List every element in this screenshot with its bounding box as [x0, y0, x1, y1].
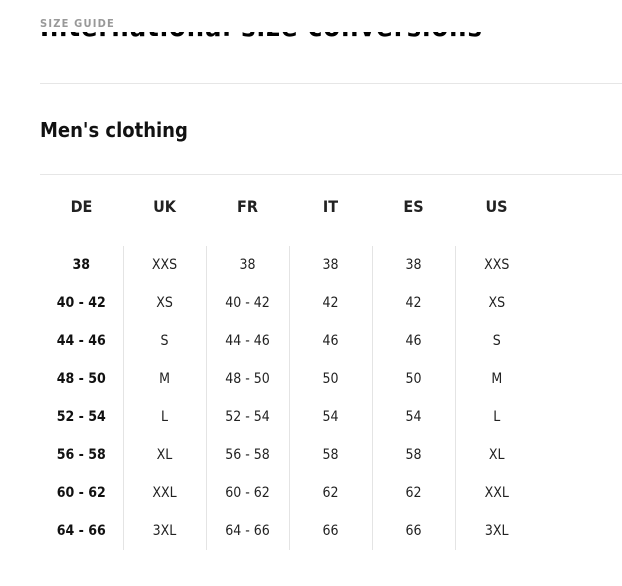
- cell-it: 42: [288, 284, 372, 322]
- column-header-uk: UK: [153, 196, 176, 216]
- cell-uk: XXS: [122, 246, 206, 284]
- cell-es: 62: [371, 474, 455, 512]
- cell-es: 38: [371, 246, 455, 284]
- cell-fr: 40 - 42: [205, 284, 289, 322]
- cell-de: 48 - 50: [56, 371, 106, 387]
- cell-es: 50: [371, 360, 455, 398]
- column-header-fr: FR: [237, 196, 258, 216]
- cell-uk: XXL: [122, 474, 206, 512]
- table-row: 44 - 46 S 44 - 46 46 46 S: [40, 322, 538, 360]
- cell-us: XXL: [454, 474, 538, 512]
- column-header-it: IT: [322, 196, 339, 216]
- cell-it: 50: [288, 360, 372, 398]
- cell-de: 64 - 66: [56, 523, 106, 539]
- table-row: 56 - 58 XL 56 - 58 58 58 XL: [40, 436, 538, 474]
- cell-us: XS: [454, 284, 538, 322]
- size-conversion-table: DE UK FR IT ES US 38 XXS 38 38 38 XXS 40 - 42 XS 40 -…: [40, 190, 538, 550]
- table-row: 60 - 62 XXL 60 - 62 62 62 XXL: [40, 474, 538, 512]
- cell-fr: 64 - 66: [205, 512, 289, 550]
- table-row: 40 - 42 XS 40 - 42 42 42 XS: [40, 284, 538, 322]
- cell-it: 54: [288, 398, 372, 436]
- cell-fr: 56 - 58: [205, 436, 289, 474]
- cell-uk: XS: [122, 284, 206, 322]
- column-header-de: DE: [70, 196, 93, 216]
- cell-it: 46: [288, 322, 372, 360]
- cell-us: L: [454, 398, 538, 436]
- cell-us: M: [454, 360, 538, 398]
- cell-fr: 60 - 62: [205, 474, 289, 512]
- cell-de: 40 - 42: [56, 295, 106, 311]
- cell-fr: 38: [205, 246, 289, 284]
- cell-de: 38: [72, 257, 91, 273]
- cell-de: 52 - 54: [56, 409, 106, 425]
- page-title-clipped: International size conversions: [40, 32, 500, 40]
- cell-fr: 44 - 46: [205, 322, 289, 360]
- column-header-us: US: [485, 196, 508, 216]
- table-row: 64 - 66 3XL 64 - 66 66 66 3XL: [40, 512, 538, 550]
- cell-us: 3XL: [454, 512, 538, 550]
- divider: [40, 83, 622, 84]
- cell-it: 66: [288, 512, 372, 550]
- column-header-es: ES: [403, 196, 424, 216]
- cell-de: 60 - 62: [56, 485, 106, 501]
- cell-it: 62: [288, 474, 372, 512]
- cell-uk: 3XL: [122, 512, 206, 550]
- cell-uk: XL: [122, 436, 206, 474]
- cell-us: XXS: [454, 246, 538, 284]
- cell-us: XL: [454, 436, 538, 474]
- cell-es: 66: [371, 512, 455, 550]
- table-header-row: DE UK FR IT ES US: [40, 190, 538, 222]
- cell-de: 44 - 46: [56, 333, 106, 349]
- cell-fr: 48 - 50: [205, 360, 289, 398]
- cell-it: 58: [288, 436, 372, 474]
- table-row: 38 XXS 38 38 38 XXS: [40, 246, 538, 284]
- section-title: Men's clothing: [40, 118, 188, 142]
- table-row: 48 - 50 M 48 - 50 50 50 M: [40, 360, 538, 398]
- cell-es: 46: [371, 322, 455, 360]
- cell-it: 38: [288, 246, 372, 284]
- cell-uk: L: [122, 398, 206, 436]
- cell-es: 54: [371, 398, 455, 436]
- page-title: International size conversions: [40, 32, 483, 40]
- cell-fr: 52 - 54: [205, 398, 289, 436]
- cell-uk: M: [122, 360, 206, 398]
- cell-us: S: [454, 322, 538, 360]
- cell-es: 42: [371, 284, 455, 322]
- size-guide-eyebrow: SIZE GUIDE: [40, 17, 116, 30]
- divider: [40, 174, 622, 175]
- table-row: 52 - 54 L 52 - 54 54 54 L: [40, 398, 538, 436]
- cell-es: 58: [371, 436, 455, 474]
- cell-de: 56 - 58: [56, 447, 106, 463]
- cell-uk: S: [122, 322, 206, 360]
